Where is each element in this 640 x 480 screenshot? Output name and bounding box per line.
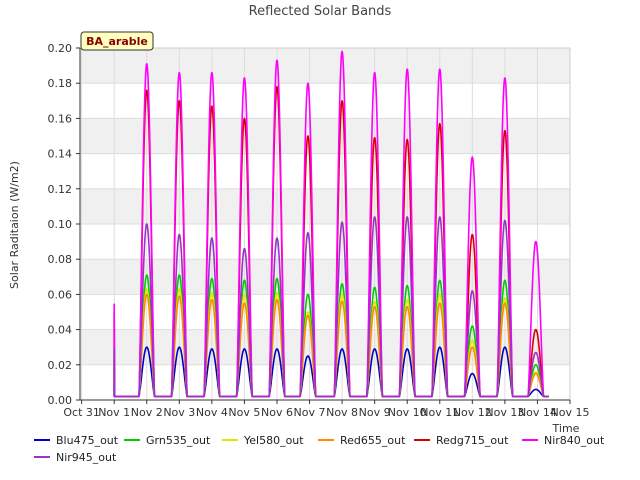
y-tick-label: 0.16: [48, 112, 73, 125]
legend-label: Blu475_out: [56, 434, 119, 447]
x-tick-label: Nov 6: [261, 406, 293, 419]
chart-title: Reflected Solar Bands: [249, 4, 392, 19]
y-tick-label: 0.06: [48, 288, 73, 301]
x-tick-label: Nov 14: [518, 406, 557, 419]
station-badge: BA_arable: [80, 31, 154, 51]
plot-band: [80, 188, 570, 224]
x-tick-label: Nov 12: [453, 406, 492, 419]
y-tick-label: 0.12: [48, 183, 73, 196]
x-tick-label: Oct 31: [63, 406, 100, 419]
x-tick-label: Nov 9: [359, 406, 391, 419]
x-tick-label: Nov 4: [196, 406, 228, 419]
legend-label: Redg715_out: [436, 434, 509, 447]
y-tick-label: 0.02: [48, 359, 73, 372]
x-axis-label: Time: [552, 422, 580, 435]
y-tick-label: 0.18: [48, 77, 73, 90]
legend-item: Blu475_out: [34, 434, 119, 447]
plot-band: [80, 329, 570, 365]
legend-label: Red655_out: [340, 434, 406, 447]
axes: 0.00 0.02 0.04 0.06 0.08 0.10 0.12 0.14 0.16 0.18…: [48, 42, 590, 419]
x-tick-label: Nov 7: [294, 406, 326, 419]
badge-text: BA_arable: [86, 35, 148, 48]
legend-item: Redg715_out: [414, 434, 509, 447]
legend-label: Nir840_out: [544, 434, 605, 447]
legend: Blu475_out Grn535_out Yel580_out Red655_out…: [34, 434, 605, 464]
plot-band: [80, 48, 570, 84]
series-line-nir945-out: [113, 216, 550, 398]
plot-band: [80, 118, 570, 154]
plot-band: [80, 259, 570, 295]
y-axis-label: Solar Raditaion (W/m2): [8, 161, 21, 289]
legend-item: Yel580_out: [222, 434, 304, 447]
y-tick-label: 0.14: [48, 148, 73, 161]
badge-box: [80, 31, 154, 51]
legend-label: Nir945_out: [56, 451, 117, 464]
y-tick-label: 0.20: [48, 42, 73, 55]
x-tick-label: Nov 11: [420, 406, 459, 419]
x-tick-label: Nov 2: [131, 406, 163, 419]
y-tick-label: 0.10: [48, 218, 73, 231]
legend-item: Nir840_out: [522, 434, 605, 447]
x-tick-label: Nov 8: [326, 406, 358, 419]
legend-item: Red655_out: [318, 434, 406, 447]
legend-label: Grn535_out: [146, 434, 211, 447]
legend-item: Nir945_out: [34, 451, 117, 464]
x-tick-label: Nov 10: [388, 406, 427, 419]
y-tick-label: 0.08: [48, 253, 73, 266]
series-layer: [113, 50, 550, 398]
y-tick-label: 0.04: [48, 324, 73, 337]
legend-label: Yel580_out: [243, 434, 304, 447]
legend-item: Grn535_out: [124, 434, 211, 447]
x-tick-label: Nov 1: [98, 406, 130, 419]
x-tick-label: Nov 15: [551, 406, 590, 419]
y-tick-label: 0.00: [48, 394, 73, 407]
x-tick-label: Nov 3: [163, 406, 195, 419]
x-tick-label: Nov 5: [228, 406, 260, 419]
x-tick-label: Nov 13: [485, 406, 524, 419]
